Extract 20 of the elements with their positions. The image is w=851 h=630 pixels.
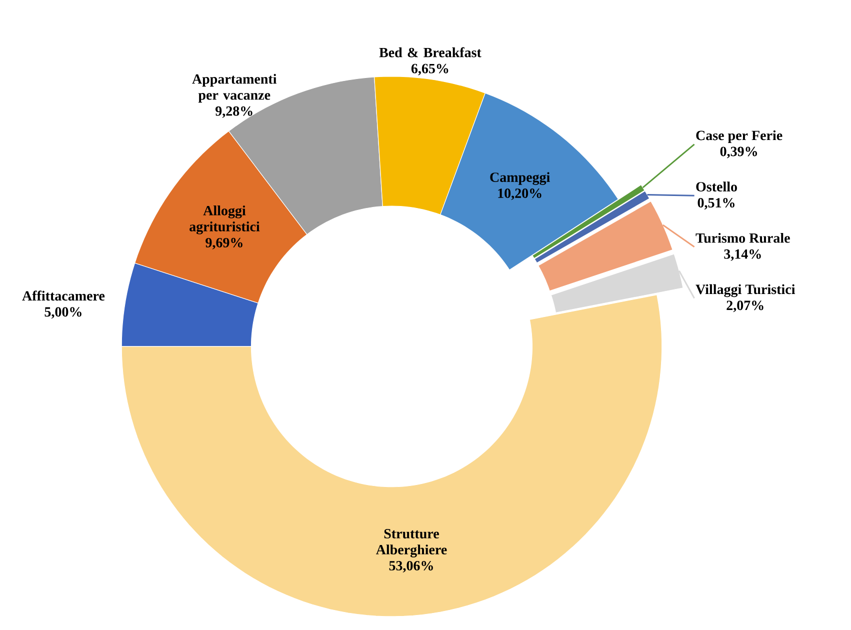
slice-label: Affittacamere bbox=[22, 290, 105, 301]
slice-label: Campeggi bbox=[490, 172, 550, 185]
data-label: 9,69% bbox=[206, 238, 242, 250]
slice-label: Strutture Alberghiere bbox=[376, 529, 447, 558]
data-label: 0,39% bbox=[720, 146, 757, 158]
slice-label: Case per Ferie bbox=[696, 130, 782, 144]
data-label: 10,20% bbox=[498, 188, 542, 200]
slice-label: Villaggi Turistici bbox=[696, 284, 796, 298]
data-label: 5,00% bbox=[44, 307, 82, 319]
slice-label: Turismo Rurale bbox=[696, 232, 790, 243]
data-label: 3,14% bbox=[724, 249, 761, 261]
data-label: 53,06% bbox=[389, 560, 433, 572]
data-label: 0,51% bbox=[698, 198, 734, 210]
slice-label: Alloggi agrituristici bbox=[190, 206, 260, 234]
slice-label: Bed & Breakfast bbox=[379, 47, 482, 58]
slice-label: Appartamenti per vacanze bbox=[192, 74, 277, 103]
slice-label: Ostello bbox=[696, 182, 737, 192]
data-label: 6,65% bbox=[411, 64, 448, 76]
data-label: 9,28% bbox=[216, 106, 252, 118]
data-label: 2,07% bbox=[726, 300, 764, 312]
